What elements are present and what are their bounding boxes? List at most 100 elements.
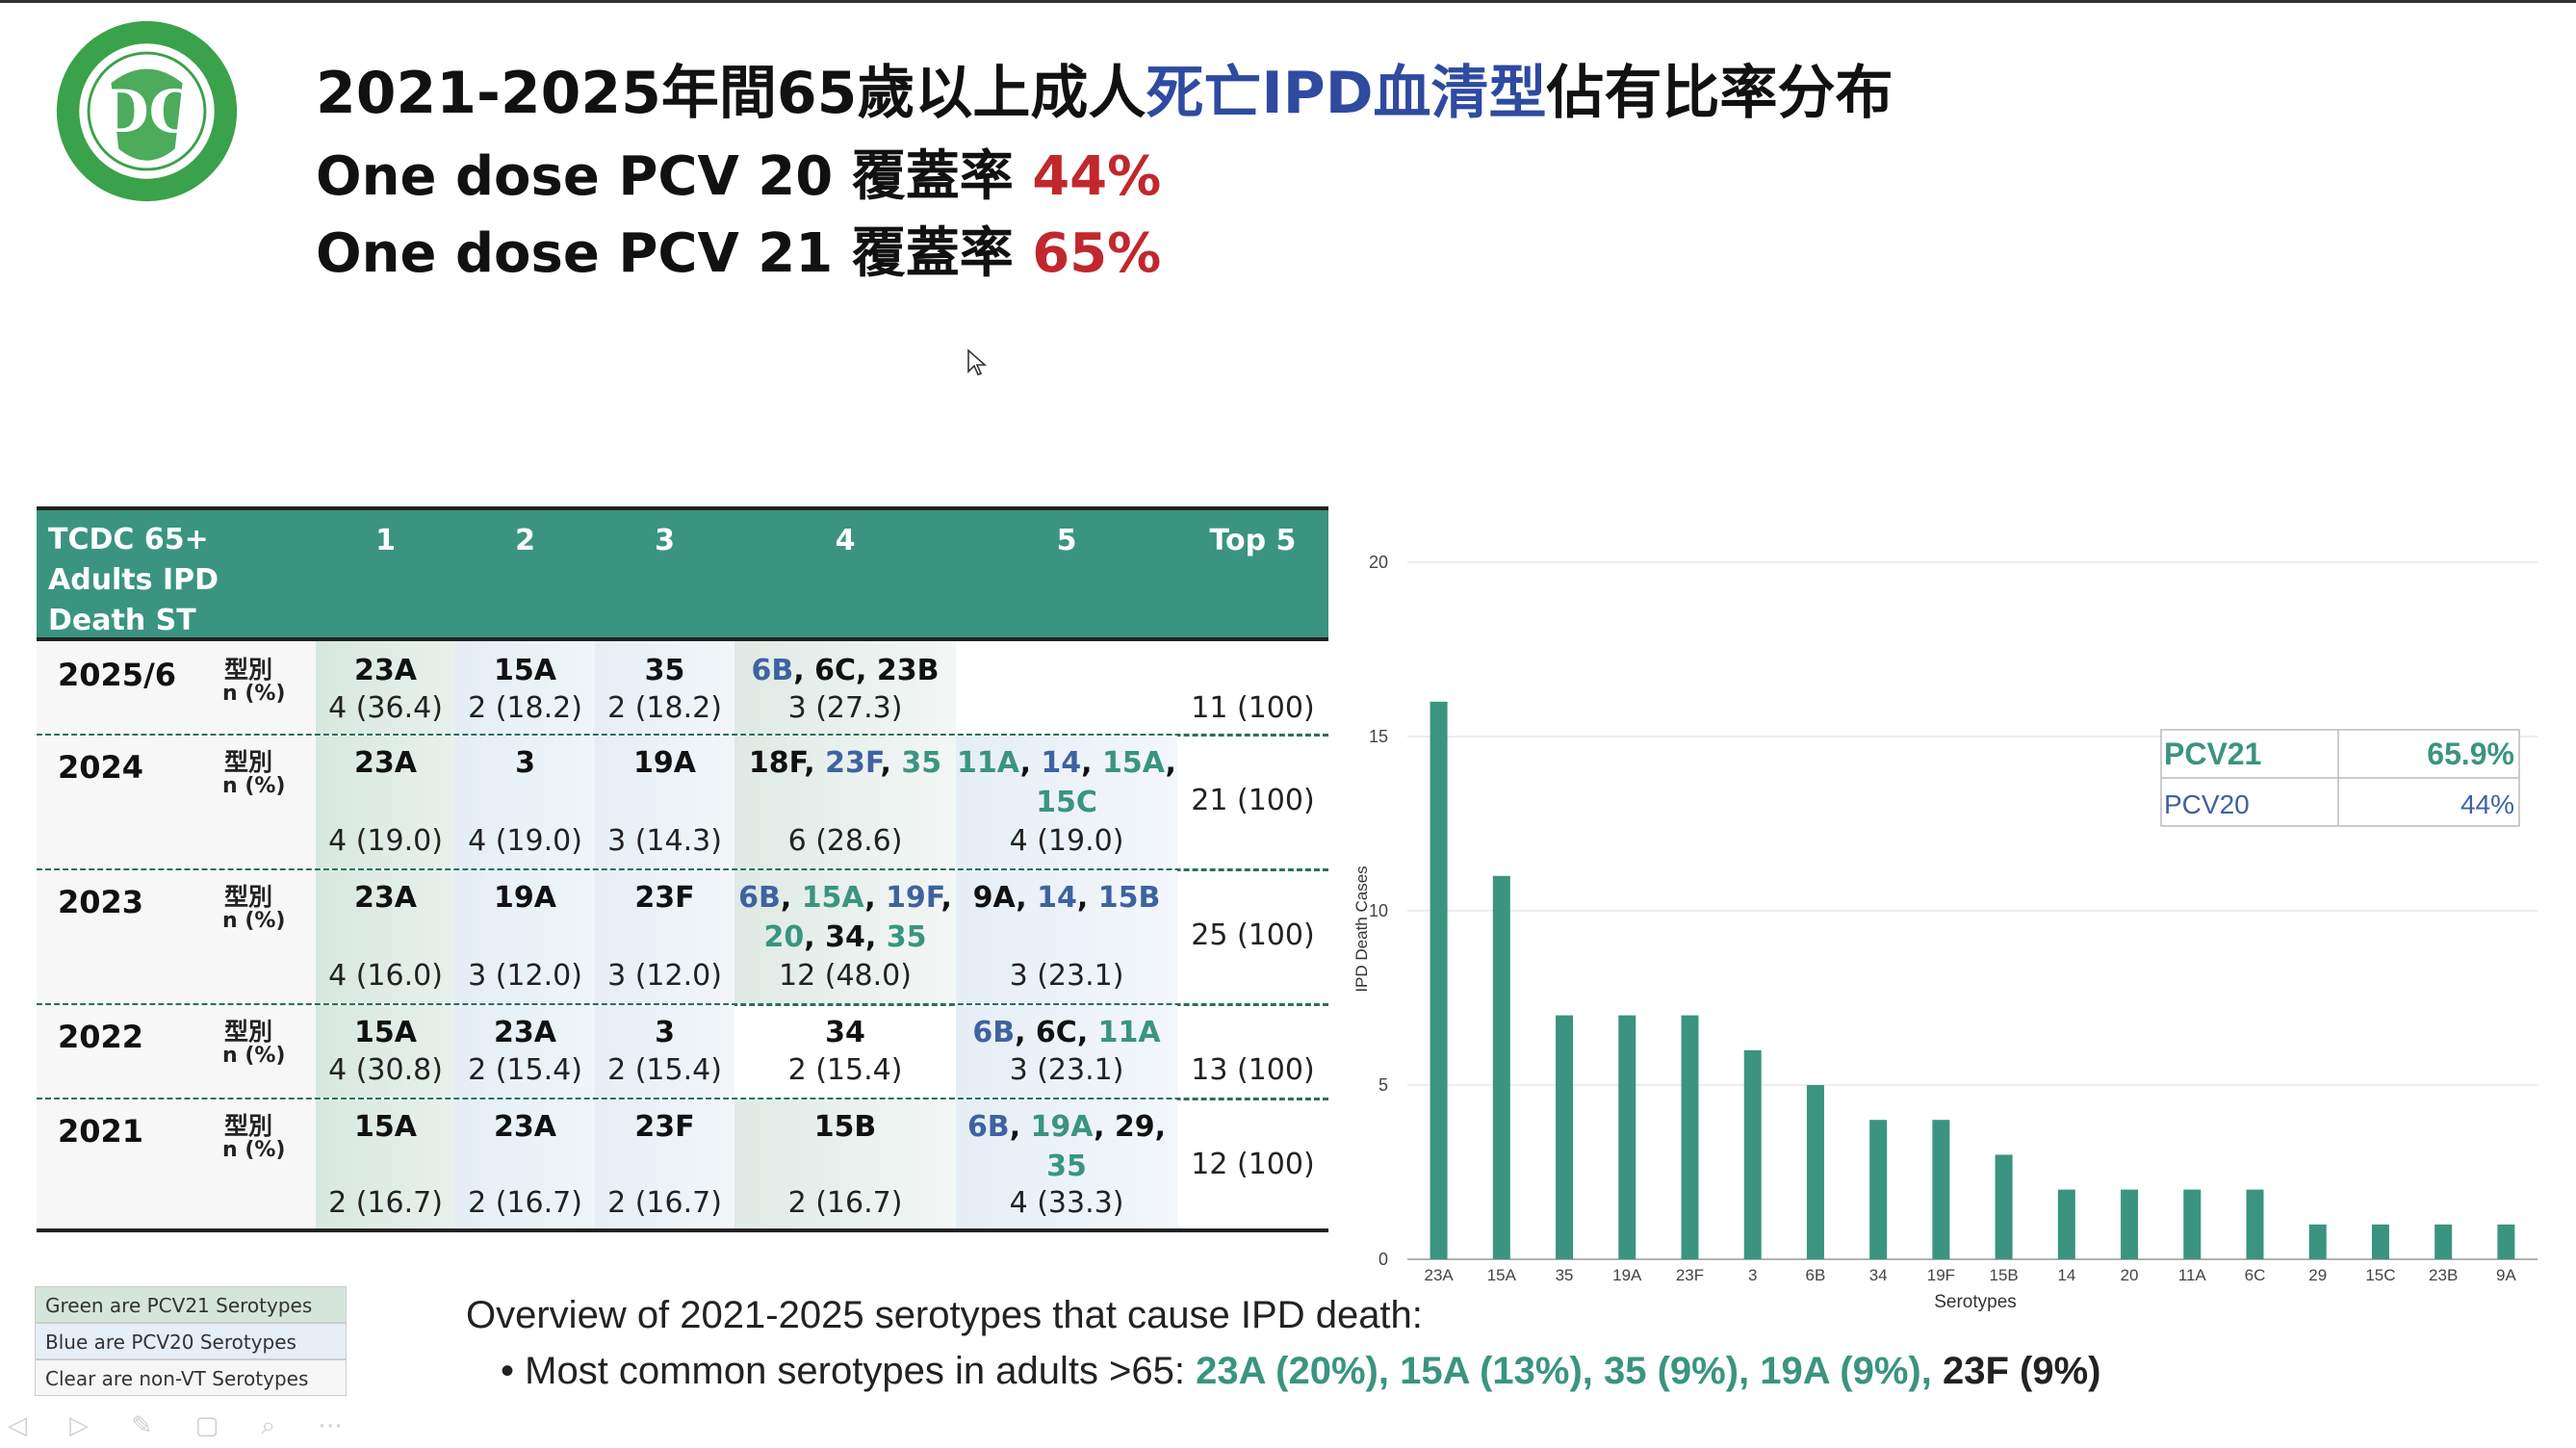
count-cell: 3 (14.3): [607, 824, 722, 858]
bar-11A: [2183, 1189, 2202, 1259]
mouse-cursor-icon: [967, 349, 988, 375]
serotype-cell: 6B, 6C, 23B: [751, 654, 940, 687]
count-cell: 12 (48.0): [779, 959, 912, 993]
inset-value-pcv21: 65.9%: [2427, 737, 2514, 771]
y-tick-label: 15: [1369, 727, 1388, 746]
inset-label-pcv20: PCV20: [2164, 789, 2250, 819]
serotype-cell: 19A: [633, 746, 696, 780]
top5-cell: 11 (100): [1191, 691, 1315, 725]
legend-green: Green are PCV21 Serotypes: [35, 1286, 347, 1323]
serotype-cell: 3: [655, 1016, 675, 1049]
count-cell: 2 (15.4): [787, 1053, 903, 1087]
row-divider: [37, 1098, 1328, 1100]
x-tick-labels: 23A 15A 35 19A 23F 3 6B 34 19F 15B 14 20 11A 6C 29 15C 2…: [1424, 1266, 2516, 1284]
inset-coverage-table: PCV21 65.9% PCV20 44%: [2160, 729, 2520, 827]
x-tick-label: 29: [2308, 1266, 2327, 1284]
serotype-cell: 23A: [494, 1110, 556, 1144]
bar-15C: [2371, 1224, 2389, 1259]
top5-cell: 13 (100): [1191, 1053, 1315, 1087]
inset-label-pcv21: PCV21: [2164, 737, 2261, 771]
type-label: 型別: [224, 748, 273, 776]
bar-23B: [2434, 1224, 2453, 1259]
row-year: 2025/6: [58, 657, 177, 693]
serotype-cell: 15B: [813, 1110, 877, 1144]
cdc-logo: DC: [56, 20, 238, 202]
x-tick-label: 6B: [1806, 1266, 1826, 1284]
y-tick-labels: 0 5 10 15 20: [1369, 553, 1388, 1269]
x-tick-label: 19A: [1612, 1266, 1642, 1284]
serotype-bar-chart: 0 5 10 15 20 23A 15A 35 19A 23F 3 6B 34 19F 15B 14 20 11…: [1352, 553, 2537, 1312]
bar-15A: [1492, 875, 1510, 1259]
count-cell: 4 (33.3): [1009, 1186, 1124, 1220]
slide-nav-controls[interactable]: ◁ ▷ ✎ ▢ ⌕ ⋯: [8, 1411, 361, 1440]
bar-20: [2121, 1189, 2139, 1259]
serotype-cell: 9A, 14, 15B: [972, 881, 1161, 915]
count-cell: 3 (23.1): [1009, 1053, 1124, 1087]
row-divider: [37, 734, 1328, 737]
serotype-cell: 6B, 15A, 19F, 20, 34, 35: [738, 881, 952, 954]
title-line-1: 2021-2025年間65歲以上成人死亡IPD血清型佔有比率分布: [316, 60, 1893, 127]
header-col-4: 4: [835, 524, 856, 557]
bar-29: [2308, 1224, 2327, 1259]
x-tick-label: 3: [1748, 1266, 1757, 1284]
count-cell: 4 (19.0): [328, 824, 443, 858]
bar-6C: [2246, 1189, 2264, 1259]
bar-23F: [1681, 1015, 1699, 1259]
count-cell: 4 (30.8): [328, 1053, 443, 1087]
x-tick-label: 35: [1556, 1266, 1574, 1284]
count-cell: 2 (16.7): [607, 1186, 722, 1220]
y-axis-label: IPD Death Cases: [1352, 866, 1371, 992]
row-year: 2022: [58, 1019, 144, 1055]
x-tick-label: 34: [1869, 1266, 1888, 1284]
count-cell: 2 (16.7): [468, 1186, 582, 1220]
legend-clear: Clear are non-VT Serotypes: [35, 1359, 347, 1396]
bar-19A: [1618, 1015, 1636, 1259]
count-cell: 4 (36.4): [328, 691, 443, 725]
n-label: n (%): [222, 1138, 286, 1162]
serotype-cell: 15A: [494, 654, 556, 687]
bar-35: [1556, 1015, 1574, 1259]
serotype-cell: 23A: [354, 654, 417, 687]
row-year: 2024: [58, 749, 144, 786]
count-cell: 3 (27.3): [787, 691, 903, 725]
serotype-cell: 3: [515, 746, 535, 780]
table-row-2024: 2024 型別 n (%) 23A 4 (19.0) 3 4 (19.0) 19…: [37, 736, 1328, 868]
bar-6B: [1806, 1085, 1824, 1259]
row-year: 2021: [58, 1113, 144, 1150]
overview-heading: Overview of 2021-2025 serotypes that cau…: [466, 1294, 1423, 1336]
type-label: 型別: [224, 1112, 273, 1140]
chart-bars: [1430, 701, 2515, 1259]
title-line-2: One dose PCV 20 覆蓋率 44%: [316, 145, 1162, 208]
serotype-cell: 15A: [354, 1110, 417, 1144]
serotype-cell: 23A: [354, 881, 417, 915]
serotype-cell: 23F: [634, 1110, 695, 1144]
logo-mark: DC: [98, 78, 195, 146]
inset-value-pcv20: 44%: [2460, 789, 2514, 819]
n-label: n (%): [222, 682, 286, 706]
table-row-2021: 2021 型別 n (%) 15A 2 (16.7) 23A 2 (16.7) …: [37, 1099, 1328, 1230]
count-cell: 2 (16.7): [787, 1186, 903, 1220]
type-label: 型別: [224, 656, 273, 684]
serotype-cell: 15A: [354, 1016, 417, 1049]
bar-15B: [1995, 1154, 2013, 1259]
header-col-5: 5: [1056, 524, 1077, 557]
x-tick-label: 20: [2121, 1266, 2139, 1284]
bar-14: [2057, 1189, 2075, 1259]
bar-3: [1743, 1049, 1762, 1259]
overview-bullet: • Most common serotypes in adults >65: 2…: [501, 1350, 2101, 1392]
header-col-top5: Top 5: [1209, 524, 1297, 557]
top5-cell: 12 (100): [1191, 1148, 1315, 1181]
count-cell: 3 (23.1): [1009, 959, 1124, 993]
y-tick-label: 10: [1369, 901, 1388, 920]
serotype-cell: 18F, 23F, 35: [748, 746, 942, 780]
table-row-2025: 2025/6 型別 n (%) 23A 4 (36.4) 15A 2 (18.2…: [37, 641, 1328, 734]
n-label: n (%): [222, 1044, 286, 1068]
table-header: TCDC 65+ Adults IPD Death ST 1 2 3 4 5 T…: [37, 506, 1328, 641]
count-cell: 2 (16.7): [328, 1186, 443, 1220]
table-row-2023: 2023 型別 n (%) 23A 4 (16.0) 19A 3 (12.0) …: [37, 870, 1328, 1003]
x-tick-label: 23A: [1424, 1266, 1454, 1284]
serotype-cell: 6B, 19A, 29, 35: [966, 1110, 1167, 1183]
top-border: [0, 0, 2576, 3]
legend-blue: Blue are PCV20 Serotypes: [35, 1323, 347, 1359]
header-col-3: 3: [655, 524, 675, 557]
